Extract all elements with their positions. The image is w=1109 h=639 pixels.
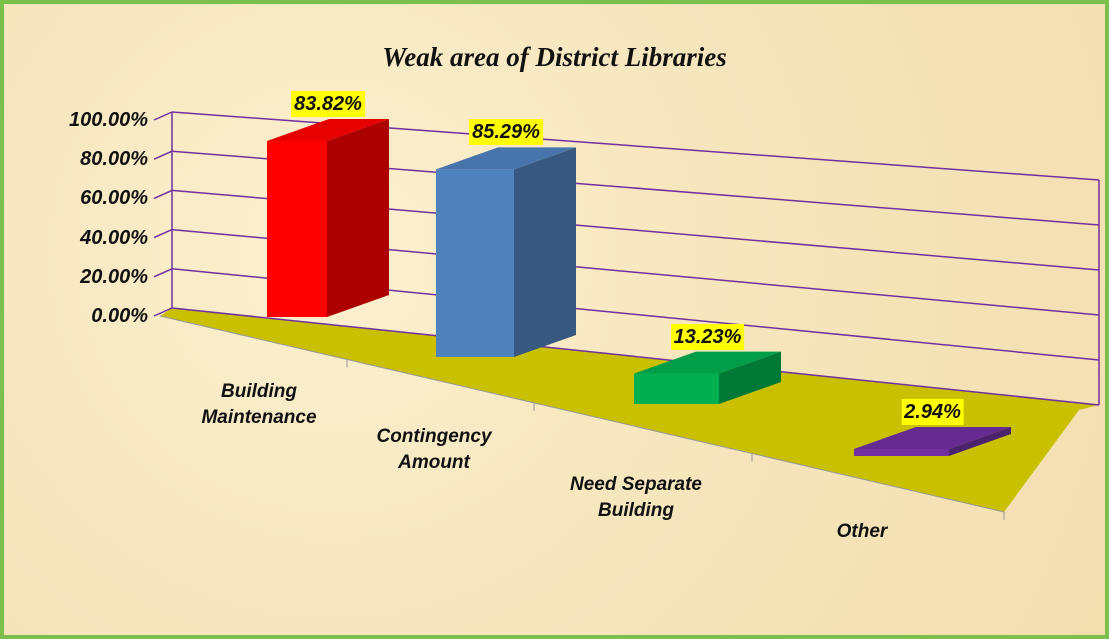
bar-top (634, 351, 781, 374)
bar-top (267, 118, 389, 141)
bar-top (436, 147, 576, 170)
y-tick-label: 0.00% (91, 305, 148, 327)
value-label: 83.82% (291, 90, 365, 117)
bar-side (949, 426, 1011, 456)
x-tick-label: Other (836, 521, 888, 542)
y-tick-label: 100.00% (69, 109, 148, 131)
bar-side (719, 351, 781, 404)
y-tick (153, 307, 173, 317)
value-label: 85.29% (469, 119, 543, 146)
value-label: 13.23% (670, 323, 745, 350)
y-tick-label: 60.00% (80, 187, 148, 210)
y-tick-label: 20.00% (80, 265, 148, 288)
y-tick-label: 80.00% (80, 148, 148, 171)
floor (160, 308, 1099, 512)
y-tick (153, 189, 173, 200)
x-tick-label: Building Maintenance (201, 381, 317, 428)
value-label: 2.94% (901, 398, 964, 425)
x-tick-label: Contingency Amount (376, 426, 492, 473)
bar-side (514, 147, 576, 357)
y-tick (153, 150, 173, 160)
bar (267, 140, 327, 317)
chart-title: Weak area of District Libraries (382, 42, 727, 72)
y-tick-label: 40.00% (80, 226, 148, 249)
plot (153, 111, 1100, 520)
x-tick-label: Need Separate Building (569, 474, 702, 521)
bar-side (327, 118, 389, 317)
grid-line (171, 307, 1100, 406)
y-tick (153, 111, 173, 121)
bar (634, 373, 719, 404)
bar (854, 448, 949, 456)
x-axis (159, 315, 1005, 513)
bar (436, 169, 514, 357)
y-tick (153, 268, 173, 278)
y-tick (153, 228, 173, 239)
bar-top (854, 426, 1011, 449)
